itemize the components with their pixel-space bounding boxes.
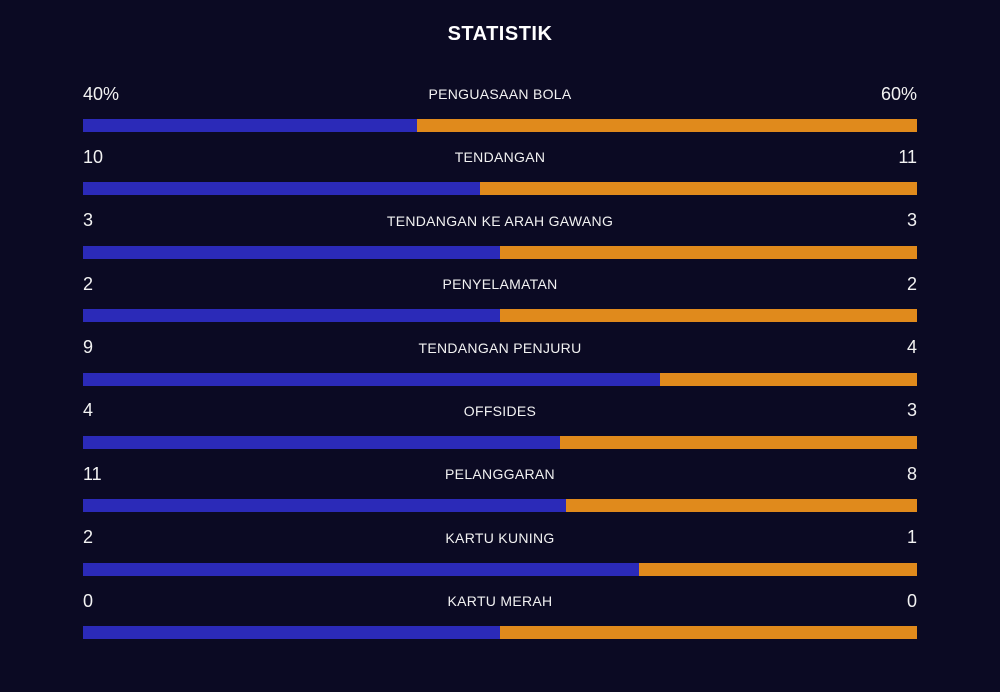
- stat-label: PENYELAMATAN: [442, 276, 558, 293]
- home-bar-segment: [83, 499, 566, 513]
- stat-row-penguasaan-bola: 40% PENGUASAAN BOLA 60%: [83, 82, 917, 145]
- away-bar-segment: [500, 245, 917, 259]
- stat-label: PENGUASAAN BOLA: [428, 86, 572, 102]
- stat-row-pelanggaran: 11 PELANGGARAN 8: [83, 462, 917, 525]
- stat-row-tendangan-penjuru: 9 TENDANGAN PENJURU 4: [83, 336, 917, 399]
- away-value: 2: [906, 273, 917, 294]
- away-value: 4: [906, 337, 917, 358]
- stat-bar: [83, 309, 917, 323]
- home-bar-segment: [83, 309, 500, 323]
- stat-row-tendangan-ke-arah-gawang: 3 TENDANGAN KE ARAH GAWANG 3: [83, 209, 917, 272]
- stat-label: KARTU KUNING: [445, 529, 555, 546]
- stat-values: 3 TENDANGAN KE ARAH GAWANG 3: [83, 209, 917, 233]
- away-bar-segment: [480, 182, 917, 196]
- stat-label: OFFSIDES: [463, 402, 537, 419]
- away-bar-segment: [416, 119, 917, 132]
- home-bar-segment: [83, 372, 661, 386]
- stat-bar: [83, 435, 917, 449]
- stat-label: PELANGGARAN: [445, 466, 555, 483]
- home-value: 2: [83, 527, 94, 548]
- stat-values: 2 KARTU KUNING 1: [83, 526, 917, 550]
- home-value: 11: [83, 463, 102, 484]
- away-bar-segment: [500, 309, 917, 323]
- away-bar-segment: [638, 562, 917, 576]
- stat-label: TENDANGAN: [454, 149, 546, 166]
- stat-bar: [83, 499, 917, 513]
- stat-label: TENDANGAN PENJURU: [418, 339, 582, 356]
- stat-bar: [83, 182, 917, 196]
- away-value: 1: [906, 527, 917, 548]
- stat-row-kartu-merah: 0 KARTU MERAH 0: [83, 589, 917, 652]
- stat-row-offsides: 4 OFFSIDES 3: [83, 399, 917, 462]
- stat-bar: [83, 245, 917, 259]
- stat-row-tendangan: 10 TENDANGAN 11: [83, 145, 917, 208]
- stat-label: TENDANGAN KE ARAH GAWANG: [386, 212, 614, 229]
- stat-values: 11 PELANGGARAN 8: [83, 462, 917, 486]
- away-value: 11: [898, 146, 917, 167]
- home-value: 4: [83, 400, 94, 421]
- away-bar-segment: [565, 499, 917, 513]
- stat-bar: [83, 372, 917, 386]
- stat-values: 4 OFFSIDES 3: [83, 399, 917, 423]
- stat-values: 2 PENYELAMATAN 2: [83, 272, 917, 296]
- home-value: 2: [83, 273, 94, 294]
- home-bar-segment: [83, 245, 500, 259]
- away-value: 0: [906, 590, 917, 611]
- away-bar-segment: [559, 435, 917, 449]
- stats-list: 40% PENGUASAAN BOLA 60% 10 TENDANGAN 11 3 TENDA…: [83, 82, 917, 653]
- away-value: 60%: [880, 83, 917, 104]
- stat-row-kartu-kuning: 2 KARTU KUNING 1: [83, 526, 917, 589]
- away-bar-segment: [660, 372, 917, 386]
- home-value: 0: [83, 590, 94, 611]
- stat-label: KARTU MERAH: [447, 593, 553, 610]
- away-value: 8: [906, 463, 917, 484]
- stat-values: 40% PENGUASAAN BOLA 60%: [83, 82, 917, 106]
- home-bar-segment: [83, 182, 481, 196]
- home-value: 40%: [83, 83, 120, 104]
- away-value: 3: [906, 210, 917, 231]
- home-bar-segment: [83, 435, 560, 449]
- away-bar-segment: [500, 626, 917, 640]
- home-value: 3: [83, 210, 94, 231]
- home-value: 9: [83, 337, 94, 358]
- home-bar-segment: [83, 562, 639, 576]
- stat-row-penyelamatan: 2 PENYELAMATAN 2: [83, 272, 917, 335]
- stat-bar: [83, 119, 917, 132]
- stat-values: 10 TENDANGAN 11: [83, 145, 917, 169]
- stat-bar: [83, 562, 917, 576]
- stat-values: 9 TENDANGAN PENJURU 4: [83, 336, 917, 360]
- away-value: 3: [906, 400, 917, 421]
- stat-values: 0 KARTU MERAH 0: [83, 589, 917, 613]
- home-bar-segment: [83, 119, 417, 132]
- chart-title: STATISTIK: [447, 23, 553, 45]
- home-value: 10: [83, 146, 104, 167]
- stat-bar: [83, 626, 917, 640]
- home-bar-segment: [83, 626, 500, 640]
